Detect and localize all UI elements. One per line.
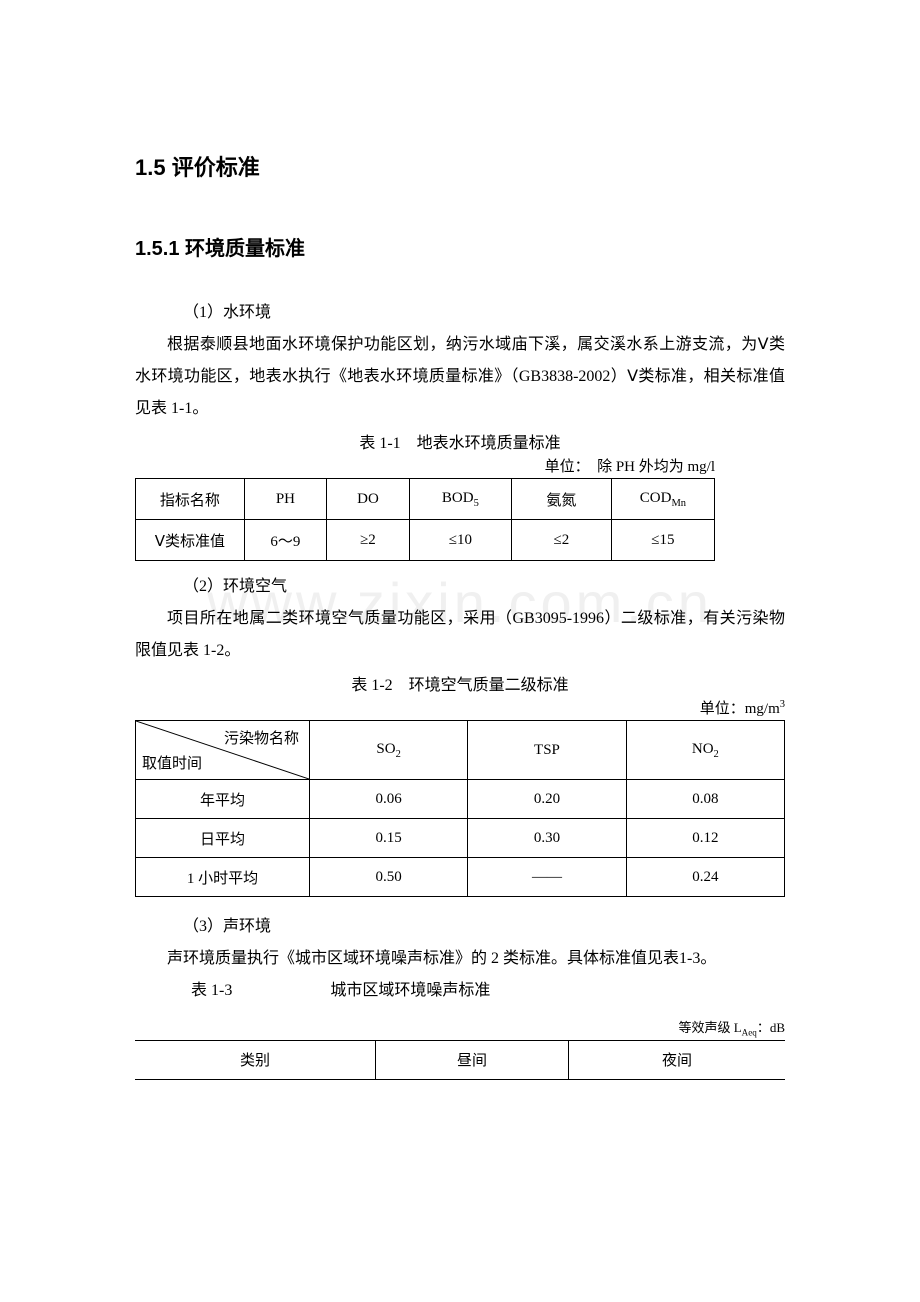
table2-h2-text: NO bbox=[692, 741, 714, 757]
table2-r2-v2: 0.24 bbox=[626, 858, 784, 897]
table2-h2-sub: 2 bbox=[714, 749, 719, 760]
table-row: 指标名称 PH DO BOD5 氨氮 CODMn bbox=[136, 479, 715, 520]
table1-v4: ≤15 bbox=[611, 520, 714, 561]
table-row: 污染物名称 取值时间 SO2 TSP NO2 bbox=[136, 721, 785, 780]
table1-h1: PH bbox=[244, 479, 326, 520]
table1-h5: CODMn bbox=[611, 479, 714, 520]
table-row: 1 小时平均 0.50 —— 0.24 bbox=[136, 858, 785, 897]
section3-label: （3）声环境 bbox=[135, 911, 785, 943]
table1-h3-text: BOD bbox=[442, 490, 474, 506]
table3-h1: 昼间 bbox=[376, 1040, 569, 1079]
section1-label: （1）水环境 bbox=[135, 297, 785, 329]
table3-unit: 等效声级 LAeq：dB bbox=[135, 1017, 785, 1038]
table2-title: 表 1-2 环境空气质量二级标准 bbox=[135, 671, 785, 695]
table2-h0-sub: 2 bbox=[396, 749, 401, 760]
table2-r0-v1: 0.20 bbox=[468, 780, 626, 819]
table1-unit: 单位： 除 PH 外均为 mg/l bbox=[135, 455, 715, 476]
table1-v3: ≤2 bbox=[511, 520, 611, 561]
table1-rowlabel: Ⅴ类标准值 bbox=[136, 520, 245, 561]
heading-1-5: 1.5 评价标准 bbox=[135, 150, 785, 182]
table2-unit-sup: 3 bbox=[780, 699, 785, 710]
table2-r2-v1: —— bbox=[468, 858, 626, 897]
table1-h0: 指标名称 bbox=[136, 479, 245, 520]
table-row: 年平均 0.06 0.20 0.08 bbox=[136, 780, 785, 819]
table-row: 类别 昼间 夜间 bbox=[135, 1040, 785, 1079]
table1-h2: DO bbox=[327, 479, 410, 520]
table2-h0: SO2 bbox=[310, 721, 468, 780]
table-1-2: 污染物名称 取值时间 SO2 TSP NO2 年平均 0.06 0.20 0.0… bbox=[135, 720, 785, 897]
table1-h5-sub: Mn bbox=[671, 498, 686, 509]
table2-diag-bottom: 取值时间 bbox=[142, 752, 202, 773]
table2-r1-v0: 0.15 bbox=[310, 819, 468, 858]
table1-h4: 氨氮 bbox=[511, 479, 611, 520]
table2-unit: 单位：mg/m3 bbox=[135, 697, 785, 718]
heading-1-5-1: 1.5.1 环境质量标准 bbox=[135, 232, 785, 261]
table1-v0: 6～9 bbox=[244, 520, 326, 561]
section1-body: 根据泰顺县地面水环境保护功能区划，纳污水域庙下溪，属交溪水系上游支流，为Ⅴ类水环… bbox=[135, 329, 785, 425]
table1-h3-sub: 5 bbox=[474, 498, 479, 509]
table2-r0-label: 年平均 bbox=[136, 780, 310, 819]
table1-title: 表 1-1 地表水环境质量标准 bbox=[135, 429, 785, 453]
section3-body: 声环境质量执行《城市区域环境噪声标准》的 2 类标准。具体标准值见表1-3。 bbox=[135, 943, 785, 975]
table2-h0-text: SO bbox=[376, 741, 395, 757]
table1-v1: ≥2 bbox=[327, 520, 410, 561]
table2-r0-v0: 0.06 bbox=[310, 780, 468, 819]
table2-diag-top: 污染物名称 bbox=[224, 727, 299, 748]
table3-title: 表 1-3 城市区域环境噪声标准 bbox=[135, 975, 785, 1007]
table2-r1-v2: 0.12 bbox=[626, 819, 784, 858]
table3-title-text: 城市区域环境噪声标准 bbox=[330, 982, 490, 999]
table2-r0-v2: 0.08 bbox=[626, 780, 784, 819]
table3-h0: 类别 bbox=[135, 1040, 376, 1079]
table2-unit-text: 单位：mg/m bbox=[700, 701, 780, 717]
table2-r1-v1: 0.30 bbox=[468, 819, 626, 858]
table2-h1: TSP bbox=[468, 721, 626, 780]
table-1-1: 指标名称 PH DO BOD5 氨氮 CODMn Ⅴ类标准值 6～9 ≥2 ≤1… bbox=[135, 478, 715, 561]
table2-h2: NO2 bbox=[626, 721, 784, 780]
table3-unit-prefix: 等效声级 L bbox=[678, 1020, 741, 1035]
table3-unit-suffix: ：dB bbox=[757, 1020, 785, 1035]
table-row: Ⅴ类标准值 6～9 ≥2 ≤10 ≤2 ≤15 bbox=[136, 520, 715, 561]
table3-title-prefix: 表 1-3 bbox=[191, 982, 232, 999]
table1-v2: ≤10 bbox=[409, 520, 511, 561]
table1-h3: BOD5 bbox=[409, 479, 511, 520]
table3-unit-sub: Aeq bbox=[742, 1028, 757, 1038]
section2-body: 项目所在地属二类环境空气质量功能区，采用（GB3095-1996）二级标准，有关… bbox=[135, 603, 785, 667]
table2-r1-label: 日平均 bbox=[136, 819, 310, 858]
table-1-3: 类别 昼间 夜间 bbox=[135, 1040, 785, 1080]
table-row: 日平均 0.15 0.30 0.12 bbox=[136, 819, 785, 858]
table1-h5-text: COD bbox=[640, 490, 672, 506]
table2-r2-label: 1 小时平均 bbox=[136, 858, 310, 897]
table2-r2-v0: 0.50 bbox=[310, 858, 468, 897]
table2-diag-cell: 污染物名称 取值时间 bbox=[136, 721, 310, 780]
section2-label: （2）环境空气 bbox=[135, 571, 785, 603]
table3-h2: 夜间 bbox=[568, 1040, 785, 1079]
